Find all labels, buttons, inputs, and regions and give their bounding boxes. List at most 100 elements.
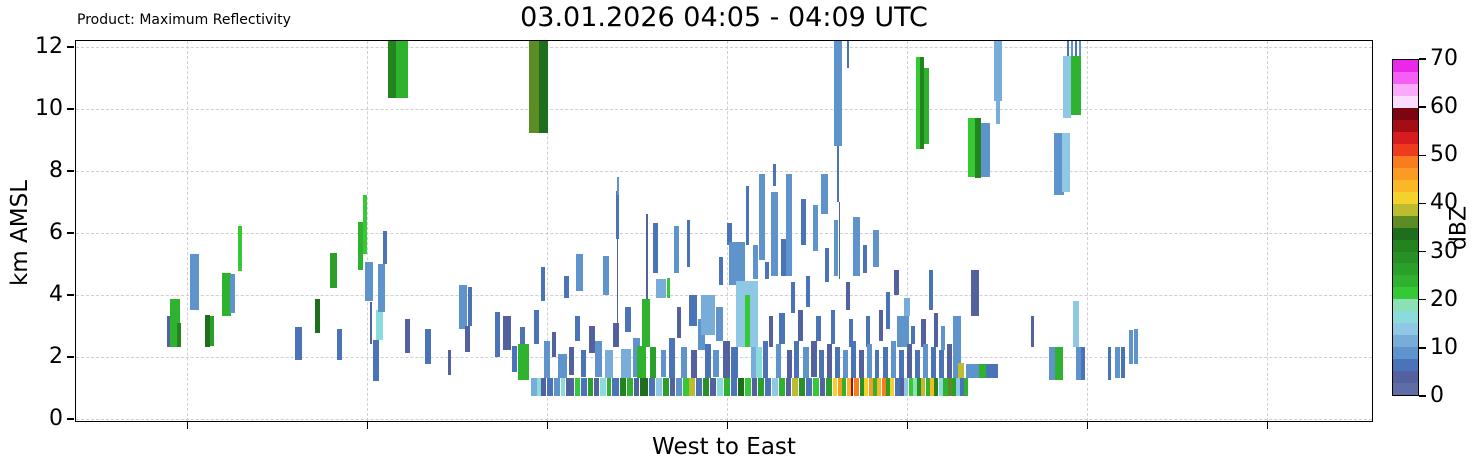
surface-row-segment — [724, 378, 730, 397]
surface-row-segment — [873, 378, 877, 397]
reflectivity-bar — [1067, 41, 1069, 56]
surface-row-segment — [745, 378, 751, 397]
reflectivity-bar — [539, 41, 548, 134]
reflectivity-bar — [705, 344, 711, 379]
surface-row-segment — [634, 378, 639, 397]
reflectivity-bar — [698, 319, 705, 351]
reflectivity-bar — [238, 226, 242, 272]
reflectivity-bar — [921, 319, 926, 348]
reflectivity-bar — [859, 350, 864, 379]
reflectivity-bar — [981, 122, 990, 177]
reflectivity-bar — [971, 269, 979, 317]
reflectivity-bar — [222, 272, 231, 317]
reflectivity-bar — [791, 282, 795, 314]
reflectivity-bar — [966, 364, 979, 379]
reflectivity-bar — [210, 316, 214, 346]
reflectivity-bar — [465, 325, 470, 352]
surface-row-segment — [926, 378, 930, 397]
reflectivity-bar — [589, 325, 595, 354]
surface-row-segment — [607, 378, 611, 397]
colorbar-segment — [1393, 335, 1418, 348]
reflectivity-bar — [911, 325, 915, 345]
reflectivity-bar — [953, 316, 961, 379]
reflectivity-bar — [1115, 347, 1120, 379]
surface-row-segment — [826, 378, 832, 397]
reflectivity-bar — [388, 41, 396, 98]
surface-row-segment — [554, 378, 560, 397]
reflectivity-bar — [975, 117, 981, 179]
surface-row-segment — [663, 378, 669, 397]
surface-row-segment — [930, 378, 934, 397]
surface-row-segment — [683, 378, 689, 397]
reflectivity-bar — [1073, 300, 1079, 348]
colorbar-tick-label: 0 — [1430, 383, 1444, 408]
reflectivity-bar — [771, 192, 778, 276]
colorbar-segment — [1393, 227, 1418, 240]
reflectivity-bar — [806, 276, 810, 307]
colorbar-segment — [1393, 359, 1418, 372]
surface-row-segment — [860, 378, 864, 397]
colorbar-segment — [1393, 167, 1418, 180]
surface-row-segment — [939, 378, 943, 397]
colorbar-segment — [1393, 263, 1418, 276]
reflectivity-bar — [866, 316, 870, 348]
reflectivity-bar — [751, 347, 757, 379]
reflectivity-bar — [674, 226, 679, 273]
y-tick-label: 10 — [35, 96, 63, 121]
surface-row-segment — [917, 378, 921, 397]
y-tick-label: 0 — [49, 406, 63, 431]
reflectivity-bar — [376, 310, 383, 340]
surface-row-segment — [877, 378, 881, 397]
surface-row-segment — [895, 378, 900, 397]
reflectivity-bar — [396, 41, 408, 98]
surface-row-segment — [838, 378, 842, 397]
y-tick-mark — [67, 108, 74, 110]
reflectivity-bar — [1071, 55, 1081, 115]
reflectivity-bar — [897, 316, 909, 348]
reflectivity-bar — [633, 338, 640, 377]
surface-row-segment — [842, 378, 846, 397]
surface-row-segment — [956, 378, 960, 397]
y-tick-label: 12 — [35, 34, 63, 59]
colorbar-tick-label: 30 — [1430, 238, 1458, 264]
surface-row-segment — [696, 378, 702, 397]
reflectivity-bar — [701, 294, 715, 335]
reflectivity-bar — [839, 201, 840, 280]
reflectivity-bar — [713, 350, 719, 377]
surface-row-segment — [772, 378, 778, 397]
x-tick-mark — [367, 422, 369, 429]
reflectivity-bar — [661, 350, 666, 377]
reflectivity-bar — [170, 299, 180, 348]
reflectivity-bar — [968, 117, 976, 177]
reflectivity-bar — [1076, 347, 1084, 380]
reflectivity-bar — [827, 344, 832, 379]
surface-row-segment — [904, 378, 908, 397]
colorbar-segment — [1393, 95, 1418, 108]
reflectivity-bar — [617, 238, 618, 326]
reflectivity-bar — [786, 173, 792, 276]
reflectivity-bar — [835, 347, 840, 379]
surface-row-segment — [952, 378, 956, 397]
reflectivity-bar — [691, 350, 697, 379]
reflectivity-bar — [891, 341, 896, 379]
reflectivity-bar — [794, 341, 799, 379]
reflectivity-bar — [1054, 133, 1064, 196]
colorbar-segment — [1393, 155, 1418, 168]
surface-row-segment — [676, 378, 682, 397]
colorbar-tick-label: 40 — [1430, 190, 1458, 216]
reflectivity-bar — [581, 350, 586, 377]
reflectivity-bar — [669, 338, 675, 379]
reflectivity-bar — [330, 252, 337, 289]
reflectivity-bar — [625, 307, 631, 332]
y-tick-label: 8 — [49, 158, 63, 183]
reflectivity-bar — [167, 316, 170, 348]
h-gridline — [76, 418, 1372, 420]
reflectivity-bar — [834, 41, 842, 146]
reflectivity-bar — [534, 310, 539, 345]
y-tick-mark — [67, 418, 74, 420]
surface-row-segment — [649, 378, 655, 397]
reflectivity-bar — [994, 41, 1002, 101]
colorbar-segment — [1393, 71, 1418, 84]
surface-row-segment — [799, 378, 805, 397]
reflectivity-bar — [681, 347, 687, 379]
